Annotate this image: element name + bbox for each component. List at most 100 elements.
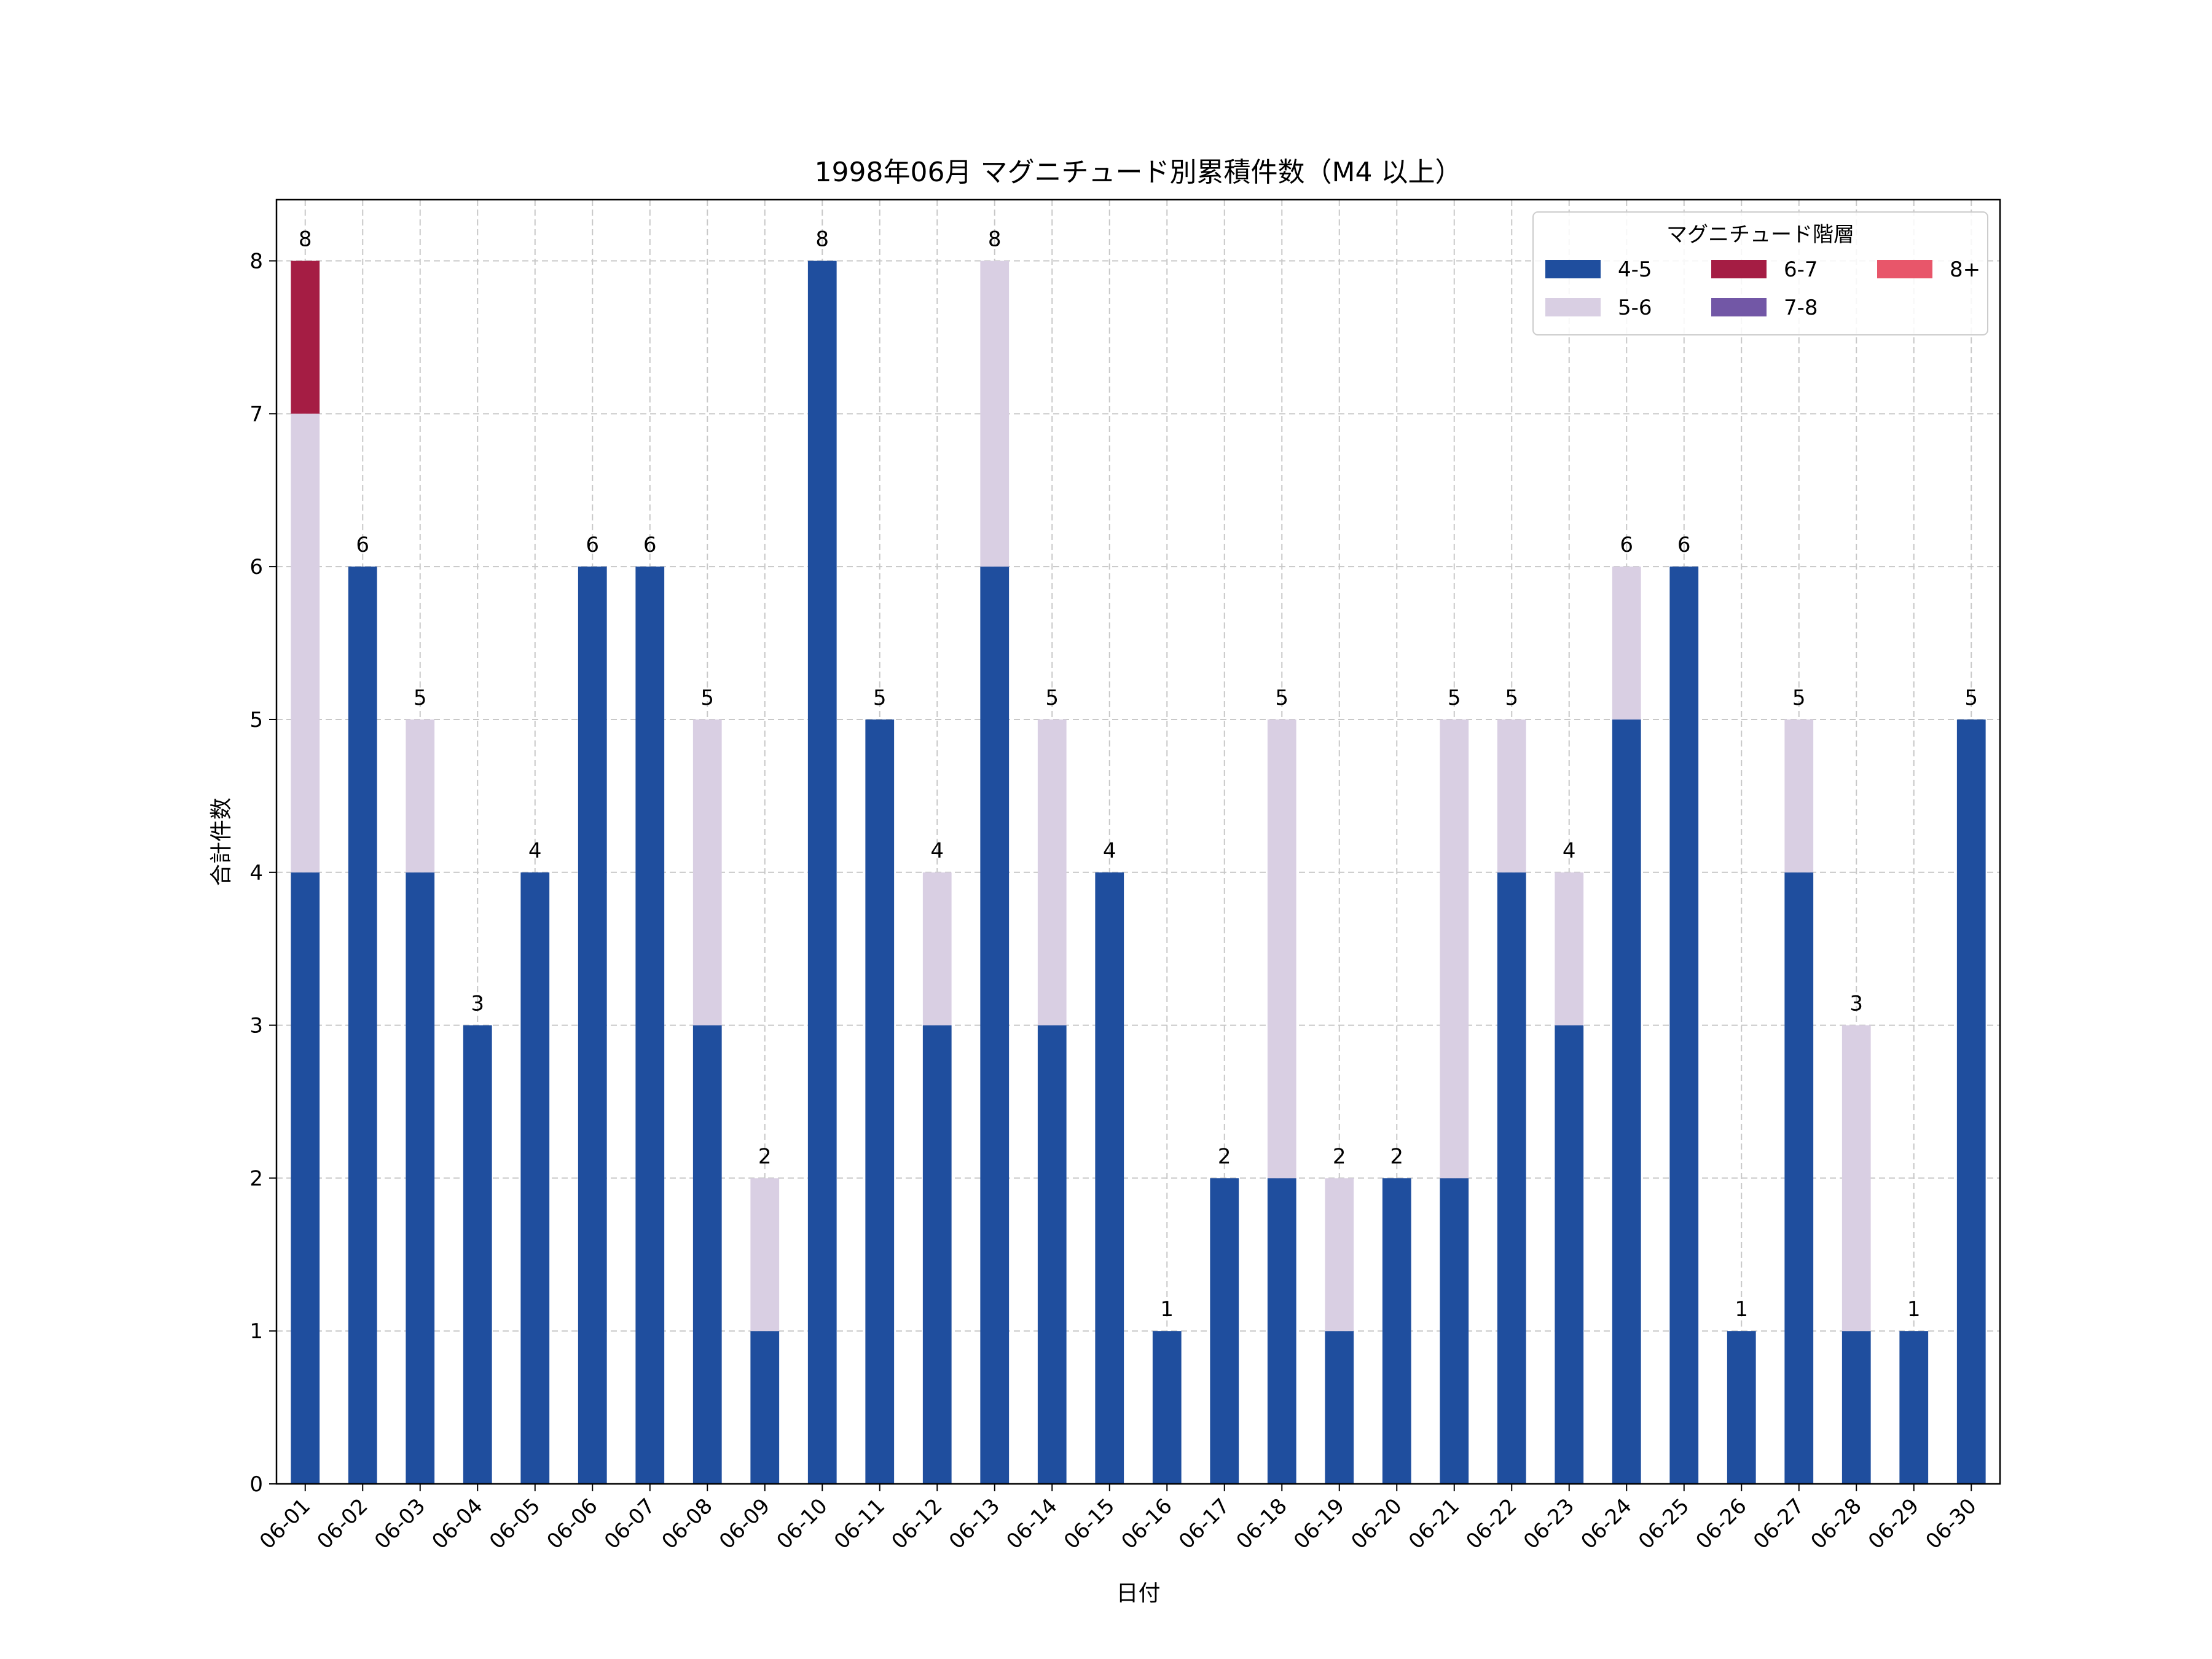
x-tick-label: 06-20 — [1346, 1494, 1406, 1554]
bar-total-label: 5 — [1275, 686, 1288, 710]
bar-total-label: 6 — [1620, 533, 1633, 557]
bar-segment-4-5-06-11 — [865, 719, 895, 1484]
bar-segment-4-5-06-12 — [922, 1025, 952, 1484]
bar-segment-4-5-06-24 — [1612, 719, 1641, 1484]
x-tick-label: 06-25 — [1634, 1494, 1694, 1554]
legend-label-5-6: 5-6 — [1618, 296, 1652, 320]
bar-total-label: 2 — [758, 1144, 772, 1169]
bar-segment-4-5-06-20 — [1382, 1178, 1411, 1484]
bar-segment-4-5-06-13 — [980, 567, 1010, 1484]
x-tick-label: 06-28 — [1806, 1494, 1866, 1554]
x-tick-label: 06-02 — [312, 1494, 372, 1554]
x-tick-label: 06-05 — [485, 1494, 545, 1554]
bar-segment-4-5-06-16 — [1152, 1331, 1182, 1484]
bar-total-label: 6 — [586, 533, 599, 557]
legend-swatch-8+ — [1877, 260, 1932, 278]
bar-total-label: 3 — [471, 992, 484, 1016]
bar-segment-5-6-06-09 — [750, 1178, 780, 1332]
x-tick-label: 06-23 — [1519, 1494, 1579, 1554]
x-tick-label: 06-12 — [887, 1494, 947, 1554]
bar-total-label: 6 — [356, 533, 369, 557]
bar-total-label: 1 — [1907, 1297, 1921, 1322]
y-tick-label: 3 — [249, 1014, 263, 1038]
x-tick-label: 06-26 — [1691, 1494, 1751, 1554]
x-tick-label: 06-03 — [370, 1494, 430, 1554]
bar-total-label: 3 — [1849, 992, 1863, 1016]
x-tick-label: 06-07 — [600, 1494, 660, 1554]
y-tick-label: 4 — [249, 861, 263, 885]
bar-total-label: 4 — [1563, 839, 1576, 863]
bar-segment-5-6-06-13 — [980, 261, 1010, 567]
bar-segment-4-5-06-26 — [1727, 1331, 1756, 1484]
y-axis: 0 1 2 3 4 5 6 7 8 — [249, 249, 276, 1497]
bar-segment-5-6-06-24 — [1612, 567, 1641, 720]
x-tick-label: 06-24 — [1576, 1494, 1636, 1554]
bar-segment-5-6-06-28 — [1841, 1025, 1871, 1332]
bar-segment-5-6-06-22 — [1497, 719, 1526, 873]
legend: マグニチュード階層 4-5 5-6 6-7 7-8 8+ — [1532, 211, 1988, 335]
bar-total-label: 1 — [1735, 1297, 1748, 1322]
x-tick-label: 06-14 — [1002, 1494, 1062, 1554]
bar-segment-4-5-06-15 — [1095, 872, 1124, 1484]
x-tick-label: 06-17 — [1174, 1494, 1234, 1554]
x-tick-label: 06-01 — [255, 1494, 315, 1554]
x-axis: 06-0106-0206-0306-0406-0506-0606-0706-08… — [255, 1484, 1982, 1554]
legend-swatch-6-7 — [1711, 260, 1767, 278]
bar-segment-5-6-06-01 — [291, 414, 320, 873]
bar-total-label: 8 — [988, 227, 1002, 252]
y-tick-label: 1 — [249, 1319, 263, 1344]
bar-segment-4-5-06-18 — [1267, 1178, 1296, 1484]
bar-total-labels: 8 6 5 3 4 6 6 5 2 8 5 4 8 5 4 1 2 5 2 2 5 5 4 6 6 1 5 3 1 5 — [299, 227, 1978, 1322]
bar-total-label: 5 — [1964, 686, 1978, 710]
y-tick-label: 0 — [249, 1472, 263, 1497]
y-axis-label: 合計件数 — [209, 798, 234, 886]
x-tick-label: 06-29 — [1864, 1494, 1924, 1554]
x-tick-label: 06-09 — [715, 1494, 775, 1554]
bar-segment-4-5-06-10 — [807, 261, 837, 1484]
bar-segment-4-5-06-28 — [1841, 1331, 1871, 1484]
bar-total-label: 5 — [1045, 686, 1059, 710]
bar-segment-4-5-06-17 — [1210, 1178, 1239, 1484]
bar-total-label: 8 — [299, 227, 312, 252]
legend-label-6-7: 6-7 — [1784, 257, 1818, 282]
bar-segment-4-5-06-03 — [406, 872, 435, 1484]
bar-segment-5-6-06-21 — [1440, 719, 1469, 1179]
bar-total-label: 2 — [1390, 1144, 1403, 1169]
legend-title: マグニチュード階層 — [1666, 222, 1854, 247]
bar-total-label: 8 — [815, 227, 829, 252]
x-tick-label: 06-13 — [944, 1494, 1005, 1554]
x-tick-label: 06-15 — [1059, 1494, 1120, 1554]
x-tick-label: 06-30 — [1921, 1494, 1981, 1554]
bar-segment-4-5-06-07 — [635, 567, 665, 1484]
legend-swatch-5-6 — [1545, 298, 1601, 316]
x-tick-label: 06-06 — [542, 1494, 602, 1554]
bar-segment-4-5-06-01 — [291, 872, 320, 1484]
bar-total-label: 5 — [1792, 686, 1806, 710]
bar-total-label: 4 — [930, 839, 944, 863]
legend-label-4-5: 4-5 — [1618, 257, 1652, 282]
bar-segment-5-6-06-23 — [1555, 872, 1584, 1026]
bar-segment-4-5-06-02 — [348, 567, 377, 1484]
bar-total-label: 4 — [528, 839, 542, 863]
bar-segment-4-5-06-06 — [578, 567, 607, 1484]
bar-total-label: 4 — [1103, 839, 1116, 863]
bar-total-label: 2 — [1218, 1144, 1231, 1169]
bar-total-label: 5 — [414, 686, 427, 710]
bars — [291, 261, 1986, 1484]
x-tick-label: 06-27 — [1749, 1494, 1809, 1554]
bar-segment-6-7-06-01 — [291, 261, 320, 414]
x-tick-label: 06-18 — [1231, 1494, 1292, 1554]
bar-segment-5-6-06-19 — [1325, 1178, 1354, 1332]
plot-frame — [275, 198, 2001, 1485]
bar-total-label: 5 — [873, 686, 887, 710]
bar-segment-5-6-06-14 — [1037, 719, 1067, 1026]
x-axis-label: 日付 — [1116, 1581, 1160, 1606]
bar-segment-5-6-06-12 — [922, 872, 952, 1026]
y-tick-label: 7 — [249, 402, 263, 426]
x-tick-label: 06-10 — [772, 1494, 832, 1554]
y-tick-label: 2 — [249, 1166, 263, 1191]
legend-swatch-7-8 — [1711, 298, 1767, 316]
bar-segment-5-6-06-18 — [1267, 719, 1296, 1179]
bar-segment-4-5-06-29 — [1899, 1331, 1929, 1484]
y-tick-label: 8 — [249, 249, 263, 274]
